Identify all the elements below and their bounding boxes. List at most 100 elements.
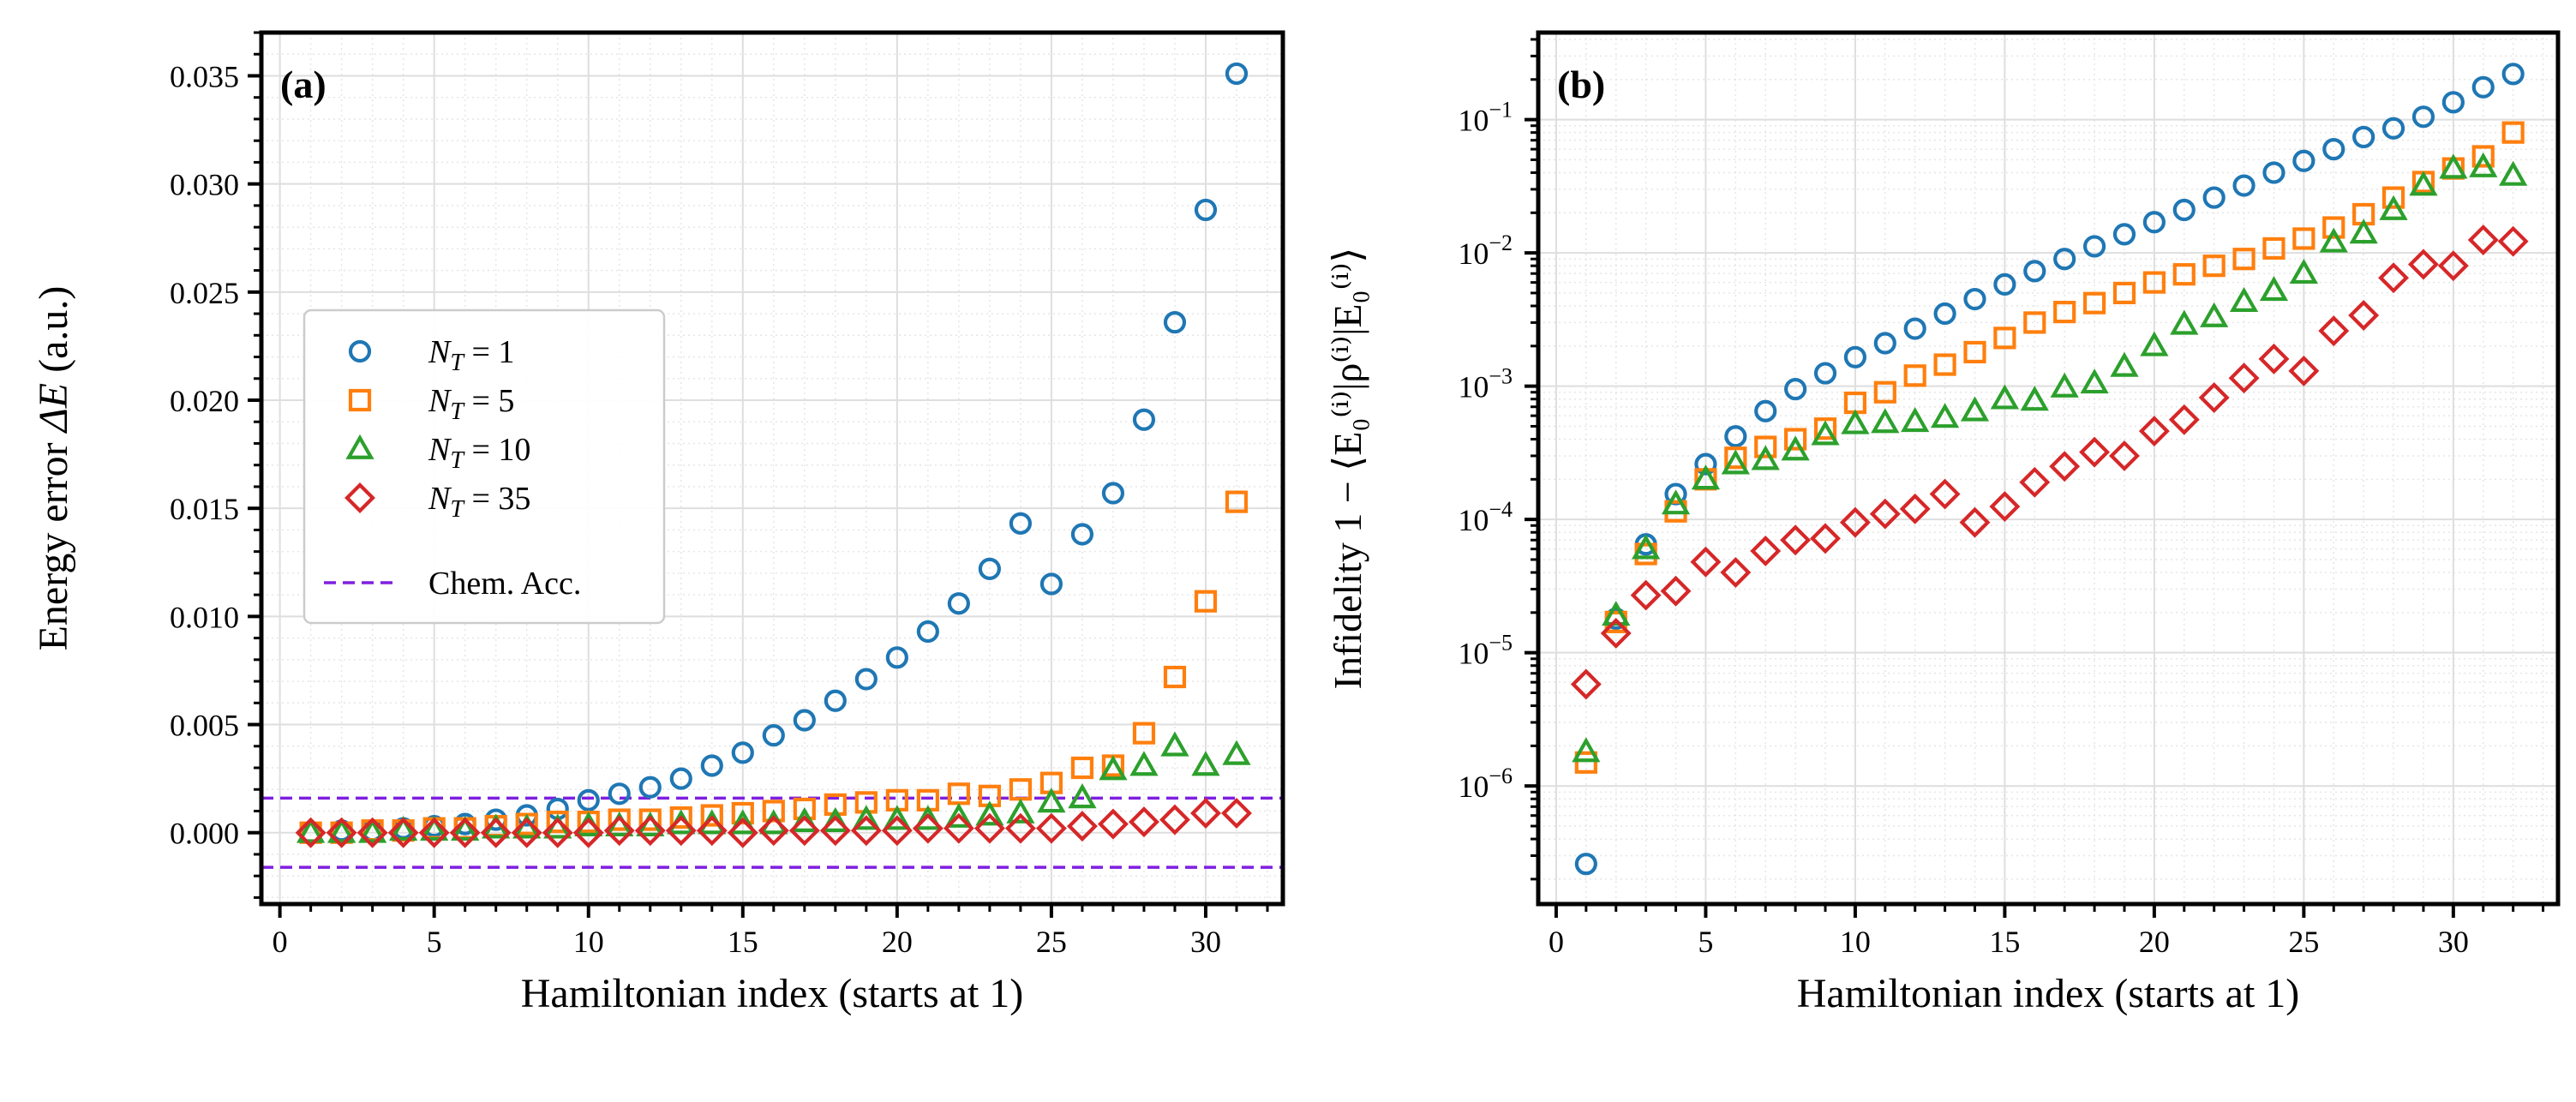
data-point-triangle (2499, 160, 2528, 186)
data-point-triangle (451, 815, 480, 841)
data-point-diamond (1190, 798, 1221, 829)
data-point-circle (731, 741, 754, 764)
data-point-diamond (973, 812, 1005, 844)
data-point-diamond (1810, 523, 1841, 554)
data-point-square (2112, 281, 2136, 305)
data-point-circle (1903, 317, 1926, 340)
x-tick-label: 10 (573, 925, 604, 959)
data-point-diamond (1959, 506, 1991, 538)
data-point-triangle (1632, 534, 1661, 560)
data-point-square (1225, 490, 1249, 513)
x-tick-label: 0 (1549, 925, 1564, 959)
data-point-triangle (1572, 737, 1601, 763)
data-point-triangle (2080, 368, 2109, 394)
data-point-triangle (2319, 227, 2348, 253)
data-point-circle (824, 689, 847, 712)
data-point-circle (2023, 260, 2046, 283)
data-point-diamond (1869, 498, 1901, 530)
legend-symbol: N (428, 383, 452, 419)
data-point-square (1070, 756, 1094, 780)
data-point-square (2053, 301, 2076, 324)
data-point-diamond (572, 817, 604, 848)
data-point-diamond (2019, 466, 2051, 498)
data-point-triangle (1006, 798, 1035, 824)
data-point-triangle (297, 818, 326, 843)
data-point-circle (2381, 117, 2405, 140)
data-point-triangle (2140, 331, 2169, 356)
data-point-diamond (2109, 440, 2140, 471)
data-point-square (546, 811, 569, 834)
legend-equals: = (464, 334, 498, 370)
data-point-diamond (2079, 436, 2111, 468)
y-tick-exponent: −2 (1489, 231, 1513, 255)
data-point-square (2082, 291, 2106, 314)
data-point-triangle (2050, 372, 2079, 398)
data-point-circle (1009, 512, 1032, 535)
legend-equals: = (464, 383, 498, 419)
data-point-diamond (1066, 811, 1098, 842)
y-tick-exponent: −3 (1489, 364, 1513, 389)
legend-subscript: T (450, 496, 465, 523)
data-point-circle (669, 767, 692, 790)
legend-label: Chem. Acc. (428, 566, 581, 602)
data-point-square (1784, 428, 1807, 451)
data-point-circle (2262, 161, 2285, 184)
data-point-diamond (1159, 804, 1190, 835)
data-point-circle (854, 668, 878, 691)
x-tick-label: 5 (427, 925, 442, 959)
data-point-circle (1101, 482, 1125, 505)
x-tick-label: 0 (273, 925, 288, 959)
data-point-diamond (758, 815, 789, 847)
data-point-diamond (2378, 262, 2410, 294)
data-point-triangle (389, 815, 418, 841)
data-point-diamond (1035, 812, 1067, 844)
data-point-square (1754, 435, 1777, 458)
data-point-triangle (1099, 755, 1128, 781)
data-point-diamond (1221, 798, 1252, 829)
data-point-square (1993, 326, 2016, 350)
legend-marker-square (348, 388, 372, 412)
panel-label: (a) (280, 63, 326, 106)
data-point-triangle (1841, 409, 1870, 434)
series-diamond (295, 798, 1252, 848)
data-point-square (2501, 121, 2525, 144)
data-point-diamond (295, 817, 326, 848)
data-point-diamond (2049, 451, 2081, 482)
data-point-triangle (1191, 751, 1220, 776)
data-point-triangle (1037, 788, 1066, 813)
data-point-triangle (852, 805, 881, 830)
data-point-diamond (634, 815, 666, 847)
data-point-circle (1070, 523, 1094, 546)
x-tick-label: 10 (1840, 925, 1871, 959)
data-point-diamond (2258, 343, 2290, 374)
data-point-circle (2112, 223, 2136, 246)
data-point-square (1132, 722, 1156, 745)
data-point-diamond (603, 815, 635, 847)
data-point-circle (1694, 452, 1717, 476)
data-point-diamond (1750, 535, 1782, 566)
y-axis-label-symbol: ΔE (31, 383, 76, 434)
legend-label: NT = 35 (428, 481, 530, 523)
data-point-square (1163, 665, 1187, 689)
legend-marker-circle (348, 339, 372, 363)
legend-subscript: T (450, 398, 465, 425)
data-point-square (2262, 237, 2285, 261)
data-point-diamond (2288, 355, 2320, 386)
x-tick-label: 15 (728, 925, 758, 959)
data-point-square (1813, 417, 1837, 440)
data-point-circle (1993, 273, 2016, 296)
x-tick-label: 20 (2139, 925, 2170, 959)
legend-value: 10 (498, 432, 530, 468)
data-point-triangle (1811, 420, 1840, 446)
data-point-triangle (2409, 171, 2438, 196)
x-tick-label: 25 (2288, 925, 2319, 959)
data-point-square (762, 800, 785, 823)
legend-label: NT = 5 (428, 383, 514, 425)
data-point-circle (1873, 332, 1896, 355)
y-tick-label: 0.035 (170, 59, 239, 93)
y-axis-label: Infidelity 1 − ⟨E₀⁽ⁱ⁾|ρ⁽ⁱ⁾|E₀⁽ⁱ⁾⟩ (1326, 248, 1369, 690)
legend-symbol: N (428, 432, 452, 468)
y-axis-label-suffix: (a.u.) (31, 286, 76, 383)
data-point-circle (1813, 362, 1837, 385)
data-point-circle (2322, 137, 2345, 161)
